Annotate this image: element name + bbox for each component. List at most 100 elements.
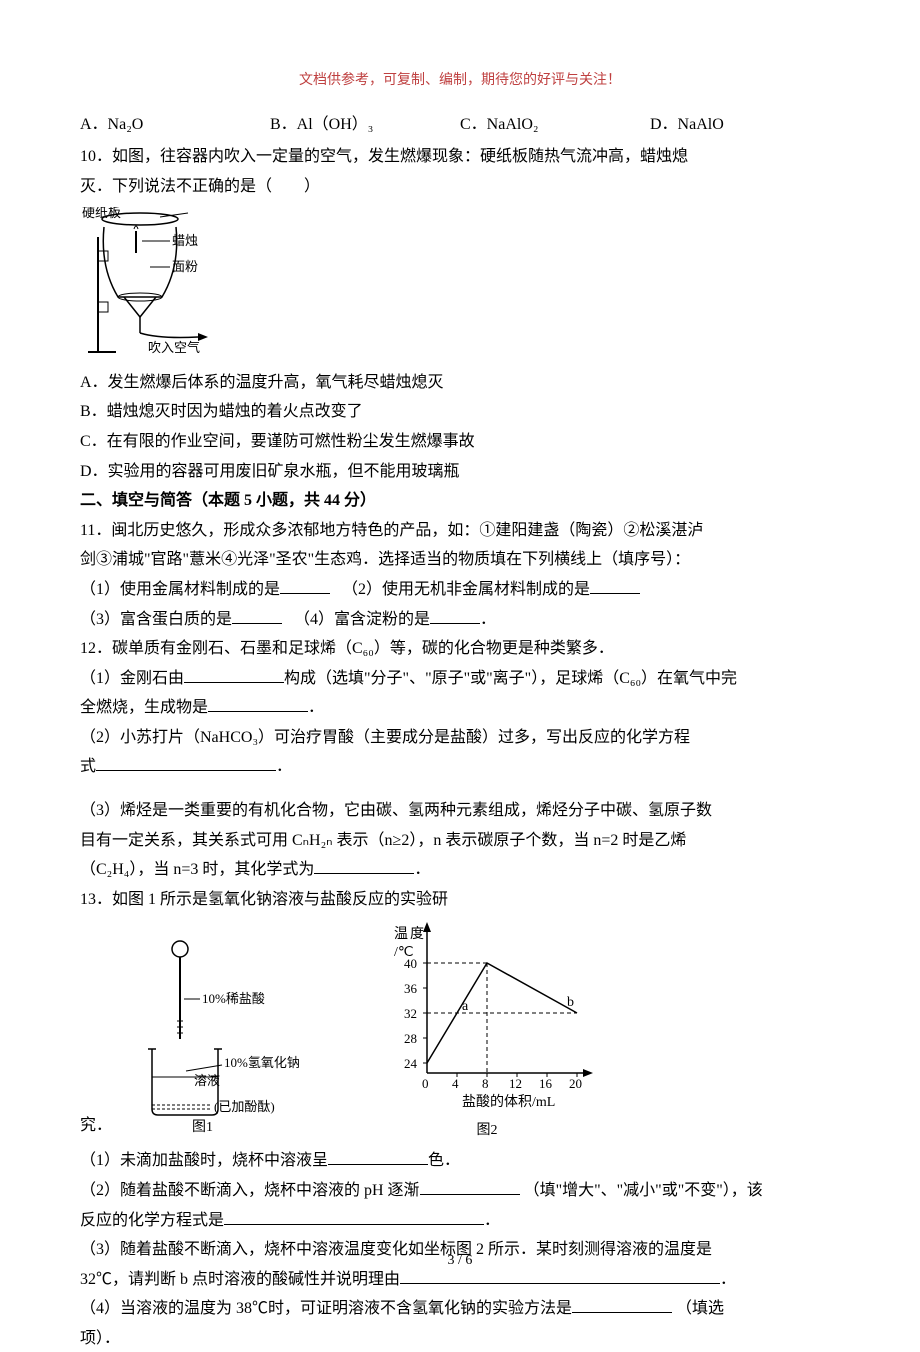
fig2-caption: 图2 xyxy=(372,1120,602,1142)
blank xyxy=(208,696,308,712)
q10-stem-l1: 10．如图，往容器内吹入一定量的空气，发生燃爆现象：硬纸板随热气流冲高，蜡烛熄 xyxy=(80,144,840,170)
xtick-20: 20 xyxy=(569,1076,582,1091)
q11-p2: （3）富含蛋白质的是 （4）富含淀粉的是 ． xyxy=(80,607,840,633)
q12-p3a: （3）烯烃是一类重要的有机化合物，它由碳、氢两种元素组成，烯烃分子中碳、氢原子数 xyxy=(80,798,840,824)
figure-2: 温 度 /℃ 24 28 32 36 40 0 4 8 12 16 20 xyxy=(372,918,602,1142)
q13-p4b: （填选 xyxy=(676,1300,724,1317)
blank xyxy=(280,578,330,594)
blank xyxy=(328,1149,428,1165)
q13-p2b: （填"增大"、"减小"或"不变"），该 xyxy=(524,1182,763,1199)
ytick-28: 28 xyxy=(404,1031,417,1046)
q12-p1: （1）金刚石由 构成（选填"分子"、"原子"或"离子"），足球烯（C₆₀）在氧气中… xyxy=(80,666,840,692)
xtick-16: 16 xyxy=(539,1076,553,1091)
ytick-24: 24 xyxy=(404,1056,418,1071)
q9-option-d: D．NaAlO xyxy=(650,112,840,138)
blank xyxy=(430,608,480,624)
q12-p2b: 式 xyxy=(80,758,96,775)
figure-1: 10%稀盐酸 10%氢氧化钠 溶液 (已加酚酞) 图1 xyxy=(132,939,312,1143)
q12-p1c-row: 全燃烧，生成物是 ． xyxy=(80,695,840,721)
q13-p2a: （2）随着盐酸不断滴入，烧杯中溶液的 pH 逐渐 xyxy=(80,1182,420,1199)
blank xyxy=(184,667,284,683)
blank xyxy=(572,1297,672,1313)
fig2-svg: 温 度 /℃ 24 28 32 36 40 0 4 8 12 16 20 xyxy=(372,918,602,1113)
q12-l1: 12．碳单质有金刚石、石墨和足球烯（C₆₀）等，碳的化合物更是种类繁多． xyxy=(80,636,840,662)
blank xyxy=(232,608,282,624)
xtick-4: 4 xyxy=(452,1076,459,1091)
q12-p1a: （1）金刚石由 xyxy=(80,670,184,687)
blank xyxy=(314,858,414,874)
q13-p2-row2: 反应的化学方程式是 ． xyxy=(80,1208,840,1234)
q11-p1a: （1）使用金属材料制成的是 xyxy=(80,581,280,598)
ytick-36: 36 xyxy=(404,981,418,996)
fig1-hcl: 10%稀盐酸 xyxy=(202,991,265,1006)
label-air: 吹入空气 xyxy=(148,340,200,355)
period: ． xyxy=(308,699,324,716)
q11-p1: （1）使用金属材料制成的是 （2）使用无机非金属材料制成的是 xyxy=(80,577,840,603)
q10-option-b: B．蜡烛熄灭时因为蜡烛的着火点改变了 xyxy=(80,399,840,425)
xtick-8: 8 xyxy=(482,1076,489,1091)
fig1-svg: 10%稀盐酸 10%氢氧化钠 溶液 (已加酚酞) 图1 xyxy=(132,939,312,1134)
fig1-naoh-l1: 10%氢氧化钠 xyxy=(224,1055,300,1070)
xtick-0: 0 xyxy=(422,1076,429,1091)
q12-p3c-row: （C₂H₄），当 n=3 时，其化学式为 ． xyxy=(80,857,840,883)
fig1-caption: 图1 xyxy=(192,1120,213,1134)
q13-l2: 究． xyxy=(80,1113,112,1143)
q13-p1a: （1）未滴加盐酸时，烧杯中溶液呈 xyxy=(80,1152,328,1169)
q13-p2d: ． xyxy=(484,1212,500,1229)
page-number: 3 / 6 xyxy=(0,1250,920,1272)
fig2-point-a: a xyxy=(462,999,469,1014)
q9-options: A．Na₂O B．Al（OH）₃ C．NaAlO₂ D．NaAlO xyxy=(80,112,840,138)
q11-l2: 剑③浦城"官路"薏米④光泽"圣农"生态鸡．选择适当的物质填在下列横线上（填序号）… xyxy=(80,547,840,573)
period: ． xyxy=(276,758,292,775)
q12-p3c: （C₂H₄），当 n=3 时，其化学式为 xyxy=(80,861,314,878)
q10-stem-l2: 灭．下列说法不正确的是（ ） xyxy=(80,174,840,200)
section-2-heading: 二、填空与简答（本题 5 小题，共 44 分） xyxy=(80,488,840,514)
q12-p1b: 构成（选填"分子"、"原子"或"离子"），足球烯（C₆₀）在氧气中完 xyxy=(284,670,737,687)
fig2-xlabel: 盐酸的体积/mL xyxy=(462,1094,555,1110)
q13-p3d: ． xyxy=(720,1271,736,1288)
fig1-naoh-l2: 溶液 xyxy=(194,1073,220,1088)
q13-p1: （1）未滴加盐酸时，烧杯中溶液呈 色． xyxy=(80,1148,840,1174)
q11-l1: 11．闽北历史悠久，形成众多浓郁地方特色的产品，如：①建阳建盏（陶瓷）②松溪湛泸 xyxy=(80,518,840,544)
fig2-point-b: b xyxy=(567,995,574,1010)
q12-p2b-row: 式． xyxy=(80,754,840,780)
ytick-32: 32 xyxy=(404,1006,417,1021)
ytick-40: 40 xyxy=(404,956,417,971)
blank xyxy=(224,1209,484,1225)
q9-option-c: C．NaAlO₂ xyxy=(460,112,650,138)
q13-p4a: （4）当溶液的温度为 38℃时，可证明溶液不含氢氧化钠的实验方法是 xyxy=(80,1300,572,1317)
q12-p3d: ． xyxy=(414,861,430,878)
q9-option-a: A．Na₂O xyxy=(80,112,270,138)
blank xyxy=(96,755,276,771)
label-candle: 蜡烛 xyxy=(172,233,198,248)
q13-p4c: 项）． xyxy=(80,1326,840,1352)
header-note: 文档供参考，可复制、编制，期待您的好评与关注！ xyxy=(80,70,840,92)
q13-p2c: 反应的化学方程式是 xyxy=(80,1212,224,1229)
label-flour: 面粉 xyxy=(172,259,198,274)
q11-p2b: （4）富含淀粉的是 xyxy=(294,611,430,628)
q10-figure: 硬纸板 蜡烛 面粉 吹入空气 xyxy=(80,207,840,366)
fig2-ylabel-l1: 温 xyxy=(394,926,408,942)
q11-p2a: （3）富含蛋白质的是 xyxy=(80,611,232,628)
q12-p3b: 目有一定关系，其关系式可用 CₙH₂ₙ 表示（n≥2），n 表示碳原子个数，当 … xyxy=(80,828,840,854)
q13-p4: （4）当溶液的温度为 38℃时，可证明溶液不含氢氧化钠的实验方法是 （填选 xyxy=(80,1296,840,1322)
blank xyxy=(590,578,640,594)
fig1-phenol: (已加酚酞) xyxy=(214,1099,275,1114)
blank xyxy=(420,1179,520,1195)
label-board: 硬纸板 xyxy=(82,207,121,220)
q9-option-b: B．Al（OH）₃ xyxy=(270,112,460,138)
q13-figures: 究． 10%稀盐酸 10%氢氧化钠 溶液 (已加酚酞) xyxy=(80,918,840,1142)
q12-p2a: （2）小苏打片（NaHCO₃）可治疗胃酸（主要成分是盐酸）过多，写出反应的化学方… xyxy=(80,725,840,751)
spacer xyxy=(80,784,840,794)
q11-p1b: （2）使用无机非金属材料制成的是 xyxy=(342,581,590,598)
q12-p1c: 全燃烧，生成物是 xyxy=(80,699,208,716)
q13-p2: （2）随着盐酸不断滴入，烧杯中溶液的 pH 逐渐 （填"增大"、"减小"或"不变… xyxy=(80,1178,840,1204)
xtick-12: 12 xyxy=(509,1076,522,1091)
period: ． xyxy=(480,611,496,628)
q10-option-d: D．实验用的容器可用废旧矿泉水瓶，但不能用玻璃瓶 xyxy=(80,459,840,485)
q10-option-a: A．发生燃爆后体系的温度升高，氧气耗尽蜡烛熄灭 xyxy=(80,370,840,396)
q13-p1b: 色． xyxy=(428,1152,460,1169)
apparatus-svg: 硬纸板 蜡烛 面粉 吹入空气 xyxy=(80,207,240,357)
q13-l1: 13．如图 1 所示是氢氧化钠溶液与盐酸反应的实验研 xyxy=(80,887,840,913)
fig2-ylabel-l2: 度 xyxy=(410,926,424,942)
